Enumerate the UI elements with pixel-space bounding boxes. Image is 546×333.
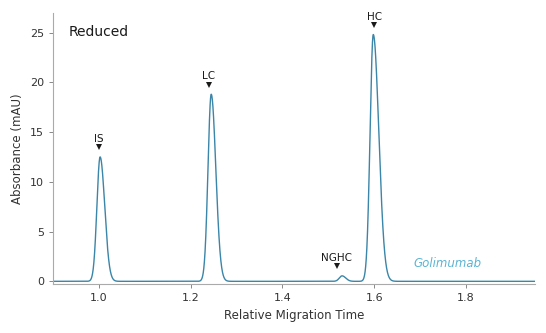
Y-axis label: Absorbance (mAU): Absorbance (mAU) xyxy=(11,93,24,204)
Text: HC: HC xyxy=(366,12,382,22)
Text: IS: IS xyxy=(94,134,104,144)
Text: Golimumab: Golimumab xyxy=(413,257,482,270)
Text: Reduced: Reduced xyxy=(69,25,129,39)
Text: LC: LC xyxy=(203,71,216,81)
Text: NGHC: NGHC xyxy=(321,253,352,263)
X-axis label: Relative Migration Time: Relative Migration Time xyxy=(224,309,364,322)
